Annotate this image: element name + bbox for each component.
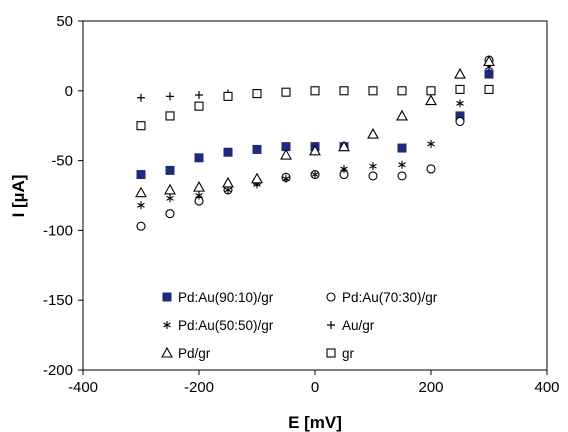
data-point — [137, 93, 145, 102]
data-point — [310, 86, 320, 96]
legend-item: Pd:Au(70:30)/gr — [326, 290, 438, 305]
data-point — [368, 171, 378, 181]
data-point — [426, 86, 436, 96]
legend-item: Au/gr — [327, 318, 375, 333]
legend-label: Pd/gr — [178, 346, 211, 361]
data-point — [397, 171, 407, 181]
legend-marker — [161, 346, 173, 358]
y-tick-label: 50 — [56, 13, 73, 30]
data-point — [136, 221, 146, 231]
legend-marker — [326, 292, 336, 302]
series-Pd/gr — [135, 55, 495, 198]
legend: Pd:Au(90:10)/gr Pd:Au(70:30)/gr Pd:Au(50:5… — [161, 290, 438, 361]
data-point — [194, 153, 204, 163]
data-point — [165, 209, 175, 219]
data-point — [136, 170, 146, 180]
data-point — [166, 194, 174, 203]
legend-label: Pd:Au(70:30)/gr — [342, 290, 438, 305]
data-point — [223, 91, 233, 101]
data-point — [397, 86, 407, 96]
y-tick-label: -100 — [43, 222, 73, 239]
x-tick-label: 0 — [311, 379, 319, 396]
data-point — [164, 183, 176, 195]
data-point — [165, 111, 175, 121]
data-point — [282, 174, 290, 183]
data-point — [223, 147, 233, 157]
data-point — [455, 116, 465, 127]
data-points — [135, 55, 495, 231]
y-tick-label: -200 — [43, 362, 73, 379]
y-axis-title: I [µA] — [9, 175, 28, 218]
legend-item: Pd:Au(50:50)/gr — [163, 318, 274, 333]
data-point — [426, 164, 436, 174]
x-axis-title: E [mV] — [288, 413, 342, 432]
data-point — [137, 201, 145, 210]
data-point — [136, 121, 146, 131]
x-tick-label: 200 — [418, 379, 443, 396]
data-point — [166, 92, 174, 101]
data-point — [340, 164, 348, 173]
legend-label: gr — [342, 346, 355, 361]
data-point — [281, 87, 291, 97]
legend-marker — [327, 321, 335, 329]
legend-label: Au/gr — [342, 318, 375, 333]
x-tick-label: -400 — [68, 379, 98, 396]
legend-item: gr — [326, 346, 355, 361]
series-gr — [136, 84, 494, 131]
data-point — [454, 67, 466, 79]
series-Pd:Au(50:50)/gr — [137, 63, 493, 210]
plot-area — [82, 20, 548, 371]
data-point — [425, 94, 437, 106]
x-tick-label: 400 — [534, 379, 559, 396]
legend-marker — [163, 321, 171, 329]
legend-label: Pd:Au(50:50)/gr — [178, 318, 274, 333]
data-point — [398, 160, 406, 169]
data-point — [396, 109, 408, 121]
data-point — [309, 144, 321, 156]
x-tick-label: -200 — [184, 379, 214, 396]
data-point — [484, 84, 494, 94]
y-tick-label: 0 — [65, 83, 73, 100]
data-point — [222, 176, 234, 188]
data-point — [427, 139, 435, 148]
legend-label: Pd:Au(90:10)/gr — [178, 290, 274, 305]
legend-item: Pd/gr — [161, 346, 211, 361]
data-point — [339, 86, 349, 96]
legend-item: Pd:Au(90:10)/gr — [162, 290, 274, 305]
data-point — [338, 140, 350, 152]
data-point — [369, 162, 377, 171]
data-point — [456, 99, 464, 108]
data-point — [165, 165, 175, 175]
y-tick-label: -50 — [51, 153, 73, 170]
data-point — [195, 90, 203, 99]
data-point — [252, 89, 262, 99]
data-point — [483, 55, 495, 67]
data-point — [311, 170, 319, 179]
data-point — [280, 148, 292, 160]
data-point — [397, 143, 407, 153]
data-point — [252, 144, 262, 154]
y-tick-label: -150 — [43, 292, 73, 309]
legend-marker — [162, 292, 172, 302]
data-point — [455, 84, 465, 94]
data-point — [195, 191, 203, 200]
data-point — [135, 186, 147, 198]
data-point — [251, 172, 263, 184]
data-point — [484, 69, 494, 79]
data-point — [368, 86, 378, 96]
data-point — [367, 127, 379, 139]
legend-marker — [326, 348, 336, 358]
data-point — [193, 180, 205, 192]
data-point — [194, 101, 204, 111]
